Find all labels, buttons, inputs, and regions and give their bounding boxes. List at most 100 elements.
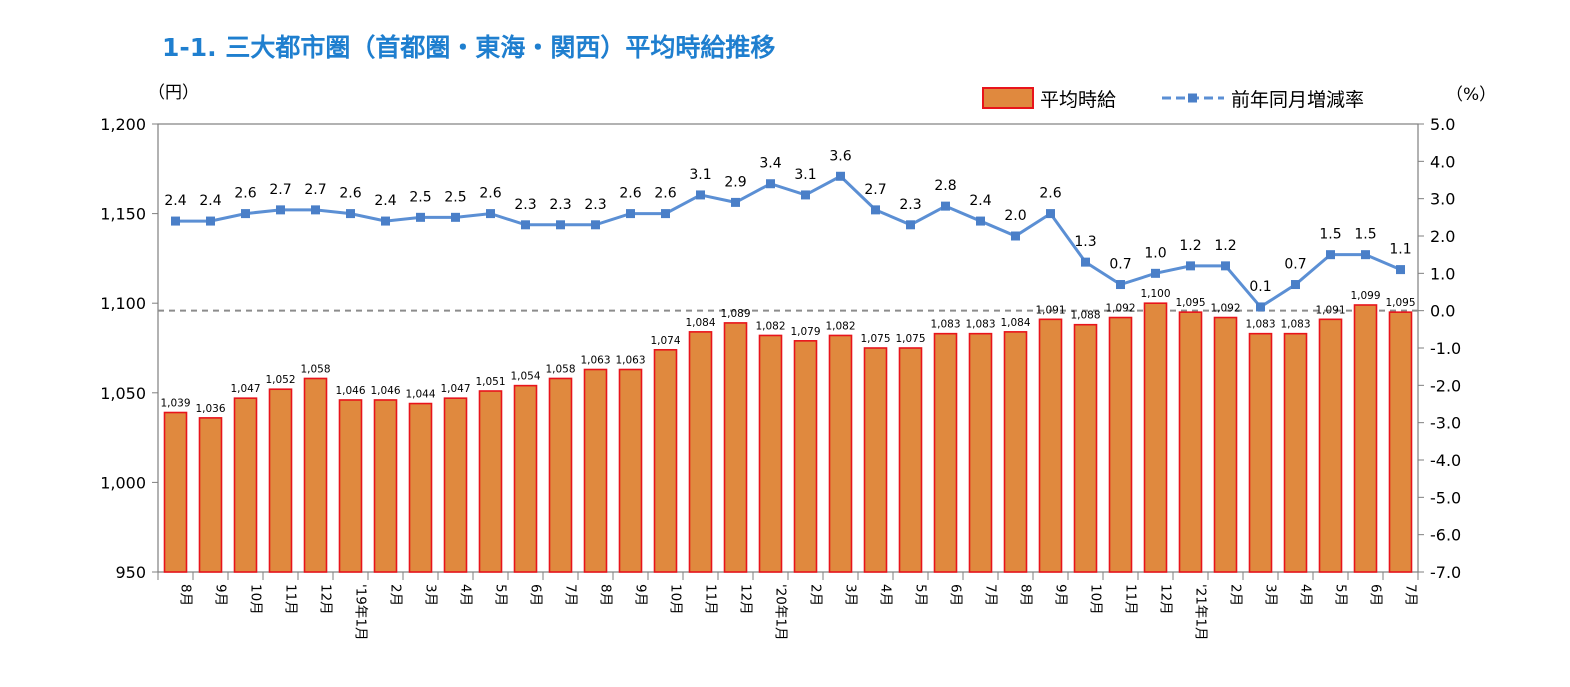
bar — [618, 368, 643, 573]
rate-marker — [241, 209, 250, 219]
rate-value-label: 1.5 — [1319, 227, 1341, 243]
x-category-label: 8月 — [178, 584, 194, 606]
rate-marker — [346, 209, 355, 219]
x-category-label: 6月 — [528, 584, 544, 606]
rate-value-label: 3.6 — [829, 148, 851, 164]
x-category-label: 10月 — [248, 584, 264, 615]
x-category-label: 4月 — [878, 584, 894, 606]
rate-marker — [381, 216, 390, 226]
rate-value-label: 3.1 — [689, 167, 711, 183]
x-category-label: 9月 — [213, 584, 229, 606]
x-category-label: 2月 — [808, 584, 824, 606]
rate-marker — [451, 212, 460, 222]
left-tick-label: 950 — [115, 563, 146, 582]
x-category-label: 5月 — [913, 584, 929, 606]
rate-value-label: 0.7 — [1109, 257, 1131, 273]
rate-marker — [1256, 302, 1265, 312]
x-category-label: 3月 — [423, 584, 439, 606]
rate-value-label: 1.2 — [1179, 238, 1201, 254]
x-category-label: 10月 — [668, 584, 684, 615]
bar — [1143, 302, 1168, 573]
bar-value-label: 1,058 — [300, 363, 330, 375]
rate-marker — [556, 220, 565, 230]
rate-marker — [801, 190, 810, 200]
right-tick-label: 2.0 — [1430, 227, 1455, 246]
bar-value-label: 1,095 — [1385, 297, 1415, 309]
x-category-label: 3月 — [843, 584, 859, 606]
rate-value-label: 2.3 — [514, 197, 536, 213]
bar — [1388, 311, 1413, 573]
bar — [828, 334, 853, 573]
x-category-label: 5月 — [1333, 584, 1349, 606]
rate-marker — [941, 201, 950, 211]
rate-marker — [1326, 250, 1335, 260]
bar-value-label: 1,046 — [370, 385, 400, 397]
rate-marker — [486, 209, 495, 219]
rate-value-label: 2.3 — [549, 197, 571, 213]
bar-value-label: 1,079 — [790, 326, 820, 338]
bar — [1073, 323, 1098, 573]
bar-value-label: 1,099 — [1350, 290, 1380, 302]
rate-value-label: 2.6 — [479, 186, 501, 202]
axes-group: 1,200 1,150 1,100 1,050 1,000 950 5.0 4.0 3.0 2.0… — [100, 115, 1461, 582]
x-category-label: 12月 — [1158, 584, 1174, 615]
bar — [933, 332, 958, 573]
x-category-label: 2月 — [388, 584, 404, 606]
right-tick-label: -6.0 — [1430, 526, 1461, 545]
rate-marker — [906, 220, 915, 230]
rate-value-label: 0.7 — [1284, 257, 1306, 273]
rate-marker — [1361, 250, 1370, 260]
rate-value-label: 1.1 — [1389, 242, 1411, 258]
rate-marker — [1396, 265, 1405, 275]
rate-marker — [1186, 261, 1195, 271]
bar-value-label: 1,046 — [335, 385, 365, 397]
x-category-label: 12月 — [738, 584, 754, 615]
bar — [1003, 331, 1028, 573]
legend-bar-swatch — [982, 87, 1034, 109]
bar — [688, 331, 713, 573]
bar — [793, 340, 818, 573]
rate-value-label: 1.5 — [1354, 227, 1376, 243]
right-tick-label: 5.0 — [1430, 115, 1455, 134]
bar — [163, 411, 188, 573]
rate-marker — [1221, 261, 1230, 271]
right-axis-unit: （%） — [1446, 85, 1497, 105]
x-category-label: 6月 — [948, 584, 964, 606]
bar-value-label: 1,089 — [720, 308, 750, 320]
rate-marker — [1046, 209, 1055, 219]
rate-marker — [976, 216, 985, 226]
line-group — [171, 171, 1405, 312]
rate-marker — [591, 220, 600, 230]
left-axis-unit: （円） — [148, 83, 199, 103]
x-category-label: 9月 — [1053, 584, 1069, 606]
bar — [408, 402, 433, 573]
x-category-label: 4月 — [458, 584, 474, 606]
bar-value-label: 1,091 — [1315, 304, 1345, 316]
bar-value-label: 1,082 — [755, 320, 785, 332]
rate-marker — [416, 212, 425, 222]
bar-value-label: 1,054 — [510, 371, 540, 383]
x-category-label: 11月 — [1123, 584, 1139, 615]
bar-value-label: 1,074 — [650, 335, 680, 347]
bar — [1213, 316, 1238, 573]
x-category-label: 7月 — [1403, 584, 1419, 606]
rate-value-label: 2.5 — [409, 189, 431, 205]
rate-marker — [171, 216, 180, 226]
rate-value-label: 2.6 — [654, 186, 676, 202]
rate-value-label: 2.4 — [374, 193, 396, 209]
bar-value-label: 1,075 — [895, 333, 925, 345]
bar-value-label: 1,044 — [405, 389, 435, 401]
chart-title: 1-1. 三大都市圏（首都圏・東海・関西）平均時給推移 — [162, 33, 776, 62]
bar — [1353, 304, 1378, 573]
line-labels-group: 2.4 2.4 2.6 2.7 2.7 2.6 2.4 2.5 2.5 2.6 2.3 2.3 2.3 2… — [164, 148, 1411, 295]
rate-value-label: 2.6 — [619, 186, 641, 202]
left-tick-label: 1,200 — [100, 115, 146, 134]
x-category-label: '21年1月 — [1193, 584, 1209, 640]
bar — [1248, 332, 1273, 573]
bar-value-label: 1,036 — [195, 403, 225, 415]
left-tick-label: 1,100 — [100, 294, 146, 313]
rate-marker — [276, 205, 285, 215]
x-category-label: 11月 — [703, 584, 719, 615]
bar-value-label: 1,100 — [1140, 288, 1170, 300]
rate-value-label: 1.2 — [1214, 238, 1236, 254]
